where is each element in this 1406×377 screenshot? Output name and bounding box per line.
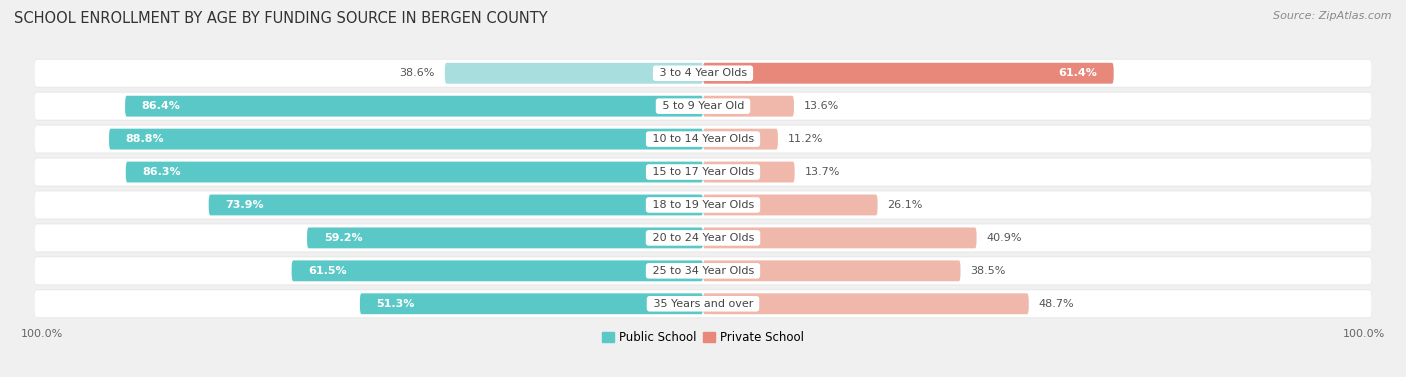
FancyBboxPatch shape	[35, 126, 1371, 153]
FancyBboxPatch shape	[34, 256, 1372, 285]
FancyBboxPatch shape	[35, 290, 1371, 317]
Text: 73.9%: 73.9%	[225, 200, 264, 210]
Text: 3 to 4 Year Olds: 3 to 4 Year Olds	[655, 68, 751, 78]
FancyBboxPatch shape	[444, 63, 703, 84]
Text: 11.2%: 11.2%	[787, 134, 824, 144]
Text: 61.5%: 61.5%	[308, 266, 347, 276]
FancyBboxPatch shape	[34, 92, 1372, 121]
Text: 86.3%: 86.3%	[142, 167, 181, 177]
Text: 86.4%: 86.4%	[142, 101, 181, 111]
Text: 61.4%: 61.4%	[1059, 68, 1097, 78]
FancyBboxPatch shape	[34, 59, 1372, 88]
Text: 59.2%: 59.2%	[323, 233, 363, 243]
FancyBboxPatch shape	[35, 60, 1371, 87]
Text: 88.8%: 88.8%	[125, 134, 165, 144]
Text: 10 to 14 Year Olds: 10 to 14 Year Olds	[648, 134, 758, 144]
Text: 26.1%: 26.1%	[887, 200, 922, 210]
Text: 13.7%: 13.7%	[804, 167, 839, 177]
Text: 5 to 9 Year Old: 5 to 9 Year Old	[658, 101, 748, 111]
FancyBboxPatch shape	[34, 125, 1372, 153]
FancyBboxPatch shape	[35, 257, 1371, 284]
FancyBboxPatch shape	[307, 227, 703, 248]
FancyBboxPatch shape	[125, 162, 703, 182]
FancyBboxPatch shape	[703, 63, 1114, 84]
FancyBboxPatch shape	[703, 162, 794, 182]
FancyBboxPatch shape	[703, 96, 794, 116]
Text: 38.6%: 38.6%	[399, 68, 434, 78]
FancyBboxPatch shape	[360, 293, 703, 314]
FancyBboxPatch shape	[110, 129, 703, 150]
FancyBboxPatch shape	[703, 227, 977, 248]
Text: Source: ZipAtlas.com: Source: ZipAtlas.com	[1274, 11, 1392, 21]
FancyBboxPatch shape	[34, 224, 1372, 252]
FancyBboxPatch shape	[208, 195, 703, 215]
Text: 100.0%: 100.0%	[21, 329, 63, 339]
FancyBboxPatch shape	[34, 289, 1372, 318]
Text: 40.9%: 40.9%	[987, 233, 1022, 243]
FancyBboxPatch shape	[703, 261, 960, 281]
Text: 51.3%: 51.3%	[377, 299, 415, 309]
Text: 18 to 19 Year Olds: 18 to 19 Year Olds	[648, 200, 758, 210]
FancyBboxPatch shape	[703, 293, 1029, 314]
Text: 48.7%: 48.7%	[1039, 299, 1074, 309]
FancyBboxPatch shape	[34, 158, 1372, 187]
Text: SCHOOL ENROLLMENT BY AGE BY FUNDING SOURCE IN BERGEN COUNTY: SCHOOL ENROLLMENT BY AGE BY FUNDING SOUR…	[14, 11, 548, 26]
Text: 100.0%: 100.0%	[1343, 329, 1385, 339]
FancyBboxPatch shape	[35, 192, 1371, 218]
Text: 13.6%: 13.6%	[804, 101, 839, 111]
Legend: Public School, Private School: Public School, Private School	[598, 326, 808, 349]
FancyBboxPatch shape	[125, 96, 703, 116]
Text: 20 to 24 Year Olds: 20 to 24 Year Olds	[648, 233, 758, 243]
Text: 15 to 17 Year Olds: 15 to 17 Year Olds	[648, 167, 758, 177]
Text: 35 Years and over: 35 Years and over	[650, 299, 756, 309]
FancyBboxPatch shape	[35, 159, 1371, 185]
FancyBboxPatch shape	[34, 190, 1372, 219]
Text: 25 to 34 Year Olds: 25 to 34 Year Olds	[648, 266, 758, 276]
FancyBboxPatch shape	[35, 224, 1371, 251]
FancyBboxPatch shape	[291, 261, 703, 281]
FancyBboxPatch shape	[35, 93, 1371, 120]
Text: 38.5%: 38.5%	[970, 266, 1005, 276]
FancyBboxPatch shape	[703, 195, 877, 215]
FancyBboxPatch shape	[703, 129, 778, 150]
